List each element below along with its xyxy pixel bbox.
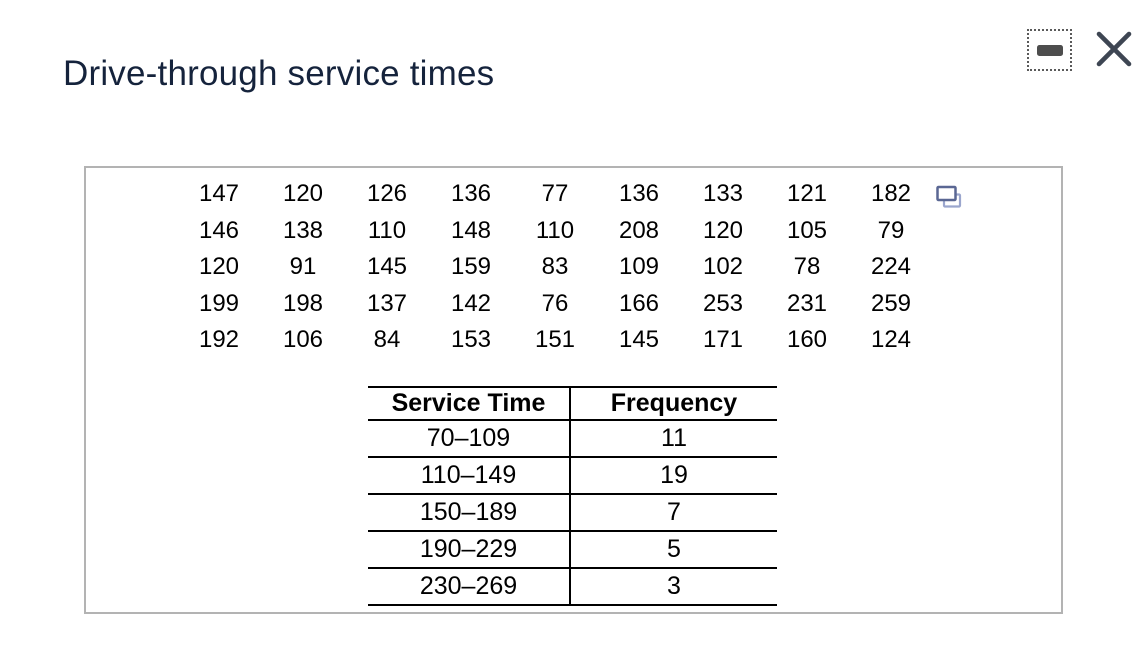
data-value: 259 [870,289,912,317]
data-value: 136 [450,180,492,208]
data-value: 133 [702,180,744,208]
data-value: 79 [877,216,905,244]
content-panel: 147 120 126 136 77 136 133 121 182 146 138 110 148 11… [84,166,1063,614]
table-row: 150–189 7 [368,494,777,531]
data-value: 83 [541,253,569,281]
frequency-cell: 11 [661,424,687,452]
data-value: 253 [702,289,744,317]
data-value: 137 [366,289,408,317]
data-value: 182 [870,180,912,208]
data-value: 77 [541,180,569,208]
minimize-icon [1036,44,1063,56]
data-value: 78 [793,253,821,281]
frequency-cell: 5 [667,535,681,563]
data-value: 102 [702,253,744,281]
data-value: 109 [618,253,660,281]
data-value: 198 [282,289,324,317]
table-row: 70–109 11 [368,420,777,457]
data-value: 231 [786,289,828,317]
data-value: 138 [282,216,324,244]
frequency-cell: 7 [667,498,681,526]
frequency-cell: 3 [667,572,681,600]
data-value: 120 [282,180,324,208]
data-value: 145 [366,253,408,281]
data-value: 110 [535,216,575,244]
service-time-header: Service Time [368,387,571,420]
minimize-button[interactable] [1027,29,1072,71]
data-value: 160 [786,326,828,354]
table-row: 230–269 3 [368,568,777,605]
data-value: 153 [450,326,492,354]
frequency-header: Frequency [610,389,738,417]
data-value: 91 [289,253,317,281]
data-value: 136 [618,180,660,208]
data-value: 105 [786,216,828,244]
frequency-table-header-row: Service Time Frequency [368,387,777,420]
page-title: Drive-through service times [63,54,495,93]
data-value: 199 [198,289,240,317]
data-value: 76 [541,289,569,317]
service-time-cell: 70–109 [368,420,571,457]
data-value: 224 [870,253,912,281]
data-value: 208 [618,216,660,244]
data-value: 126 [366,180,408,208]
frequency-cell: 19 [660,461,688,489]
service-time-cell: 230–269 [368,568,571,605]
data-value: 142 [450,289,492,317]
data-grid: 147 120 126 136 77 136 133 121 182 146 138 110 148 11… [177,176,933,359]
data-value: 148 [450,216,492,244]
frequency-table: Service Time Frequency 70–109 11 110–149 19… [368,386,777,606]
data-value: 110 [367,216,407,244]
data-value: 147 [198,180,240,208]
service-time-cell: 110–149 [368,457,571,494]
data-value: 151 [534,326,576,354]
copy-button[interactable] [935,184,963,212]
table-row: 110–149 19 [368,457,777,494]
frequency-table-body: 70–109 11 110–149 19 150–189 7 190–229 5 230–269… [368,420,777,605]
data-value: 121 [786,180,828,208]
data-value: 124 [870,326,912,354]
data-value: 159 [450,253,492,281]
data-value: 120 [702,216,744,244]
data-value: 120 [198,253,240,281]
data-value: 84 [373,326,401,354]
data-value: 146 [198,216,240,244]
service-time-cell: 190–229 [368,531,571,568]
data-value: 145 [618,326,660,354]
close-icon [1096,31,1132,67]
table-row: 190–229 5 [368,531,777,568]
copy-icon [936,185,962,208]
service-time-cell: 150–189 [368,494,571,531]
data-value: 166 [618,289,660,317]
data-value: 106 [282,326,324,354]
close-button[interactable] [1094,30,1134,70]
data-value: 171 [702,326,744,354]
data-value: 192 [198,326,240,354]
